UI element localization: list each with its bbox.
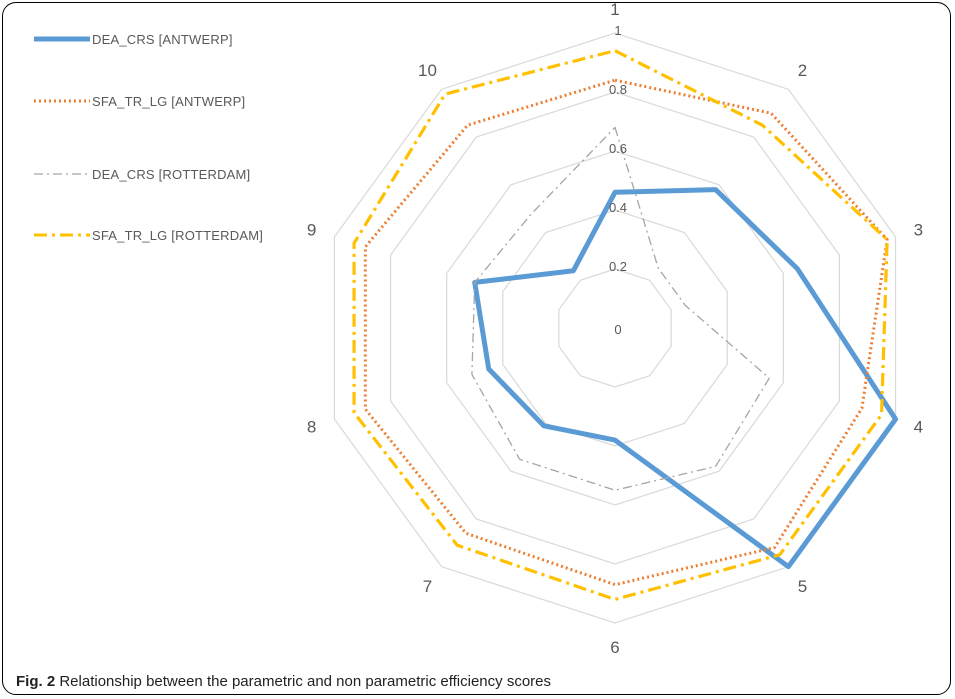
radial-tick-label: 0.2	[609, 259, 627, 274]
category-label: 3	[914, 220, 923, 239]
radial-tick-label: 0.8	[609, 82, 627, 97]
category-label: 6	[610, 638, 619, 657]
radial-tick-label: 0	[614, 322, 621, 337]
series-line-3	[471, 126, 770, 491]
category-label: 5	[798, 577, 807, 596]
category-label: 2	[798, 61, 807, 80]
legend-label-sfa-antwerp: SFA_TR_LG [ANTWERP]	[92, 93, 246, 109]
legend-label-sfa-rotterdam: SFA_TR_LG [ROTTERDAM]	[92, 227, 264, 243]
grid-ring	[389, 91, 841, 565]
caption-text: Relationship between the parametric and …	[59, 673, 551, 690]
radar-series	[352, 49, 899, 602]
caption-label: Fig. 2	[16, 673, 56, 690]
category-label: 8	[307, 418, 316, 437]
legend-item-sfa-antwerp: SFA_TR_LG [ANTWERP]	[34, 86, 245, 116]
legend-swatch-sfa-rotterdam	[34, 233, 90, 237]
radial-tick-label: 0.4	[609, 200, 627, 215]
grid-ring	[333, 32, 897, 624]
category-label: 4	[914, 418, 923, 437]
grid-ring	[446, 150, 784, 506]
radial-tick-label: 0.6	[609, 141, 627, 156]
radar-grid	[333, 32, 897, 624]
radar-labels: 0 0.2 0.4 0.6 0.8 1 1 2 3 4 5 6 7 8 9 10	[307, 0, 923, 657]
legend-swatch-sfa-antwerp	[34, 99, 90, 103]
figure-caption: Fig. 2 Relationship between the parametr…	[16, 673, 551, 690]
category-label: 9	[307, 220, 316, 239]
legend-item-dea-rotterdam: DEA_CRS [ROTTERDAM]	[34, 159, 250, 189]
category-label: 1	[610, 0, 619, 19]
legend-item-dea-antwerp: DEA_CRS [ANTWERP]	[34, 24, 233, 54]
grid-ring	[558, 268, 672, 388]
legend-label-dea-antwerp: DEA_CRS [ANTWERP]	[92, 31, 233, 47]
legend-label-dea-rotterdam: DEA_CRS [ROTTERDAM]	[92, 166, 251, 182]
legend-item-sfa-rotterdam: SFA_TR_LG [ROTTERDAM]	[34, 220, 263, 250]
legend-swatch-dea-antwerp	[34, 36, 90, 42]
radial-tick-label: 1	[614, 23, 621, 38]
series-line-4	[352, 49, 889, 602]
legend-swatch-dea-rotterdam	[34, 173, 90, 175]
grid-ring	[502, 209, 728, 447]
category-label: 7	[423, 577, 432, 596]
category-label: 10	[418, 61, 437, 80]
series-line-1	[472, 187, 899, 570]
